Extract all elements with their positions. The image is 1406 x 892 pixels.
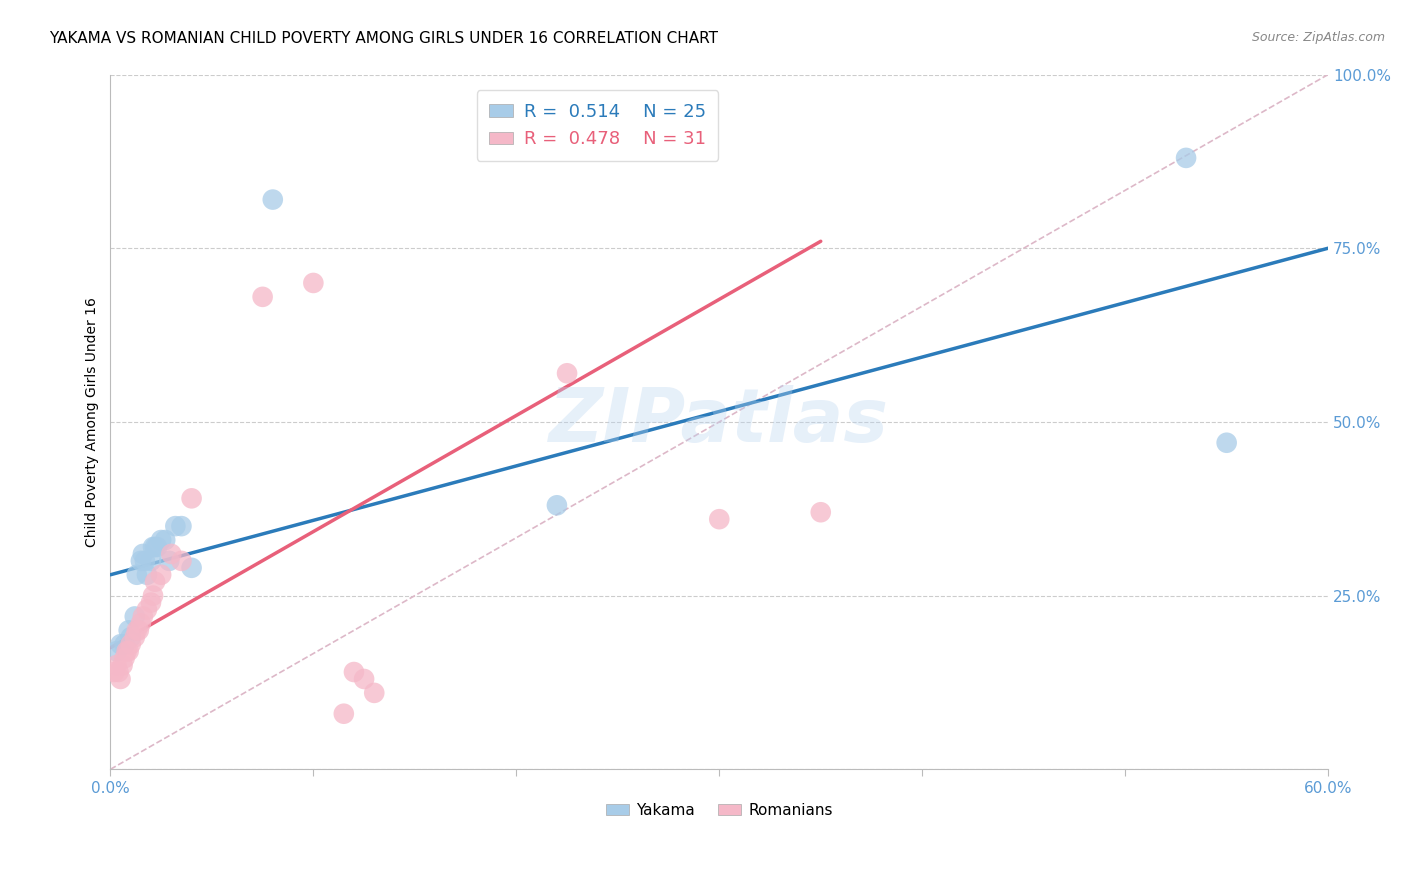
Point [125, 567, 148, 582]
Point [120, 637, 142, 651]
Point [170, 519, 193, 533]
Point [124, 609, 146, 624]
Point [143, 540, 166, 554]
Point [139, 596, 162, 610]
Point [136, 567, 159, 582]
Point [111, 658, 134, 673]
Y-axis label: Child Poverty Among Girls Under 16: Child Poverty Among Girls Under 16 [86, 297, 100, 547]
Point [132, 609, 155, 624]
Point [1175, 151, 1198, 165]
Point [252, 290, 274, 304]
Text: YAKAMA VS ROMANIAN CHILD POVERTY AMONG GIRLS UNDER 16 CORRELATION CHART: YAKAMA VS ROMANIAN CHILD POVERTY AMONG G… [49, 31, 718, 46]
Point [103, 665, 125, 679]
Point [105, 644, 128, 658]
Point [165, 519, 187, 533]
Point [155, 533, 177, 547]
Point [363, 686, 385, 700]
Point [132, 547, 155, 561]
Point [118, 644, 141, 658]
Point [134, 554, 156, 568]
Text: Source: ZipAtlas.com: Source: ZipAtlas.com [1251, 31, 1385, 45]
Point [139, 554, 162, 568]
Point [157, 554, 180, 568]
Point [129, 554, 152, 568]
Point [810, 505, 832, 519]
Point [150, 533, 173, 547]
Point [107, 665, 129, 679]
Point [125, 624, 148, 638]
Point [110, 672, 132, 686]
Point [180, 491, 202, 506]
Point [1215, 435, 1237, 450]
Point [262, 193, 284, 207]
Point [115, 644, 138, 658]
Point [114, 651, 136, 665]
Point [343, 665, 366, 679]
Point [142, 540, 165, 554]
Point [150, 567, 173, 582]
Point [170, 554, 193, 568]
Point [709, 512, 731, 526]
Point [146, 540, 169, 554]
Legend: Yakama, Romanians: Yakama, Romanians [599, 797, 839, 824]
Point [114, 637, 136, 651]
Point [118, 624, 141, 638]
Point [333, 706, 356, 721]
Point [160, 547, 183, 561]
Point [136, 602, 159, 616]
Point [546, 498, 568, 512]
Point [180, 561, 202, 575]
Text: ZIPatlas: ZIPatlas [550, 385, 889, 458]
Point [120, 630, 142, 644]
Point [124, 630, 146, 644]
Point [555, 366, 578, 380]
Point [110, 637, 132, 651]
Point [142, 589, 165, 603]
Point [143, 574, 166, 589]
Point [129, 616, 152, 631]
Point [302, 276, 325, 290]
Point [128, 624, 150, 638]
Point [105, 658, 128, 673]
Point [353, 672, 375, 686]
